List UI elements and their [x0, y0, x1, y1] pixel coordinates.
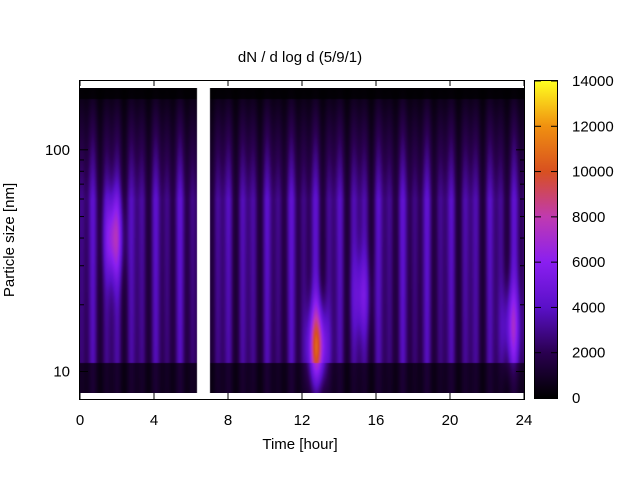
colorbar-tick-label: 4000: [572, 299, 605, 316]
plot-area: [79, 80, 525, 400]
x-tick-label: 0: [76, 412, 84, 429]
y-axis-label: Particle size [nm]: [1, 183, 18, 297]
x-tick-label: 4: [150, 412, 158, 429]
colorbar-gradient: [535, 81, 557, 398]
x-tick-label: 16: [368, 412, 385, 429]
colorbar-tick-label: 6000: [572, 254, 605, 271]
chart-title: dN / d log d (5/9/1): [238, 49, 362, 66]
y-axis: 10 100: [45, 142, 524, 381]
colorbar: 0 2000 4000 6000 8000 10000 12000 14000: [534, 73, 614, 407]
colorbar-tick-label: 2000: [572, 345, 605, 362]
colorbar-tick-label: 14000: [572, 73, 614, 90]
x-tick-label: 24: [516, 412, 533, 429]
heatmap-canvas: [80, 88, 524, 393]
colorbar-tick-label: 0: [572, 390, 580, 407]
colorbar-frame: [534, 80, 558, 399]
colorbar-tick-label: 8000: [572, 209, 605, 226]
x-tick-label: 12: [294, 412, 311, 429]
colorbar-ticks: 0 2000 4000 6000 8000 10000 12000 14000: [535, 73, 614, 407]
x-tick-label: 8: [224, 412, 232, 429]
y-tick-label: 10: [53, 364, 70, 381]
x-axis: 0 4 8 12 16 20 24: [76, 80, 533, 429]
y-tick-label: 100: [45, 142, 70, 159]
x-tick-label: 20: [442, 412, 459, 429]
x-axis-label: Time [hour]: [262, 436, 337, 453]
colorbar-tick-label: 10000: [572, 164, 614, 181]
colorbar-tick-label: 12000: [572, 118, 614, 135]
